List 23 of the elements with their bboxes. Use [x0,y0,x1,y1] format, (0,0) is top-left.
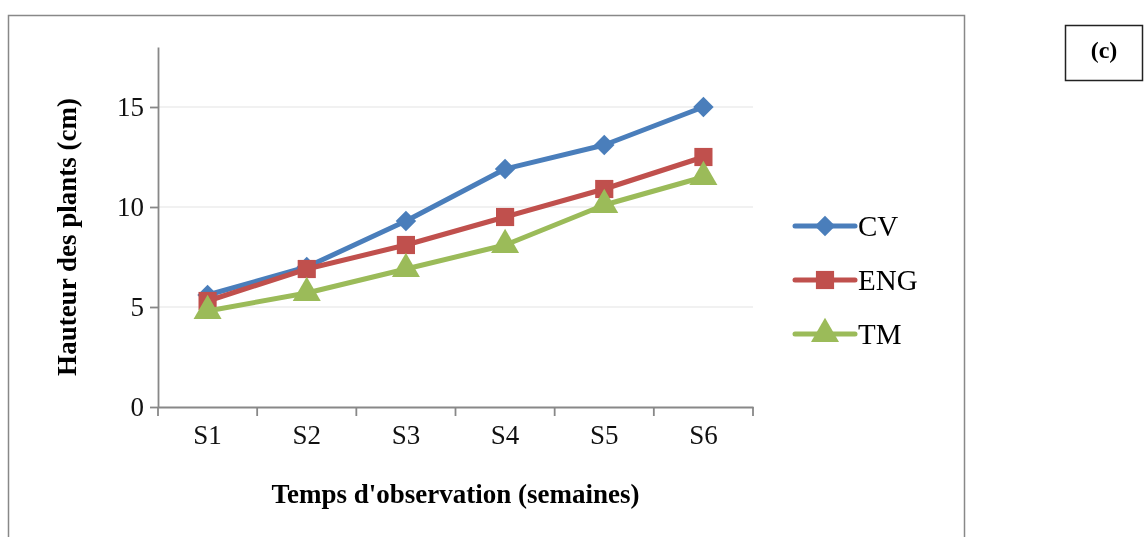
y-tick-label: 15 [117,92,144,123]
point [694,147,713,167]
y-tick-label: 10 [117,192,144,223]
point [496,207,515,227]
point [693,96,714,118]
x-tick-label: S6 [689,420,718,451]
legend-label: TM [858,318,902,350]
point [494,158,516,180]
x-tick-label: S5 [589,420,619,451]
text: (c) [1090,37,1118,63]
x-tick-label: S1 [193,420,222,451]
legend-label: ENG [858,264,918,296]
y-tick-label: 0 [130,392,144,423]
x-tick-label: S2 [292,420,322,451]
y-tick-label: 5 [130,292,144,323]
point [396,235,415,255]
point [594,134,615,156]
y-axis-title: Hauteur des plants (cm) [52,98,82,376]
x-axis-title: Temps d'observation (semaines) [271,479,640,509]
x-tick-label: S3 [391,420,421,451]
legend-label: CV [858,210,899,242]
x-tick-label: S4 [490,420,520,451]
point [395,210,417,232]
